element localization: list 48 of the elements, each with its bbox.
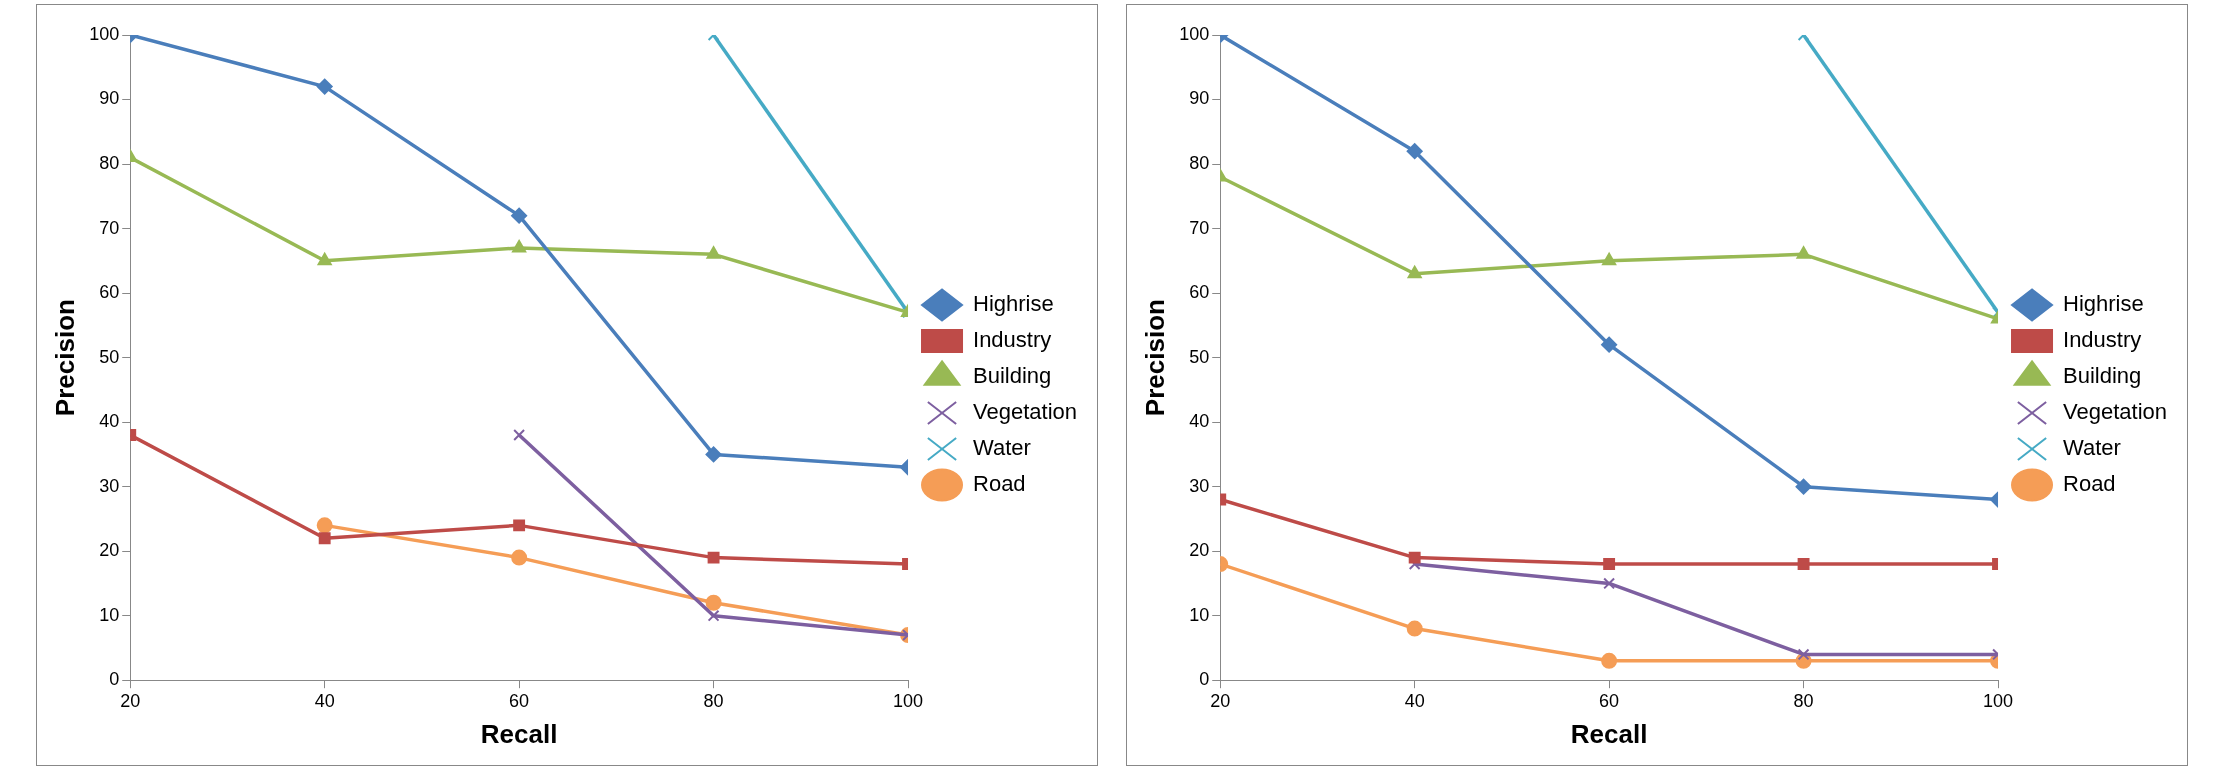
x-tick-label: 40 (314, 690, 335, 711)
y-tick-label: 20 (99, 540, 120, 561)
legend-label: Vegetation (2063, 399, 2167, 425)
legend-label: Highrise (973, 291, 1054, 317)
x-tick-label: 20 (1210, 690, 1231, 711)
legend-label: Water (2063, 435, 2121, 461)
legend-label: Industry (973, 327, 1052, 353)
y-tick-label: 60 (1189, 282, 1210, 303)
y-axis-title: Precision (1139, 299, 1170, 417)
legend-label: Road (973, 471, 1026, 497)
y-tick-label: 100 (1179, 23, 1210, 44)
y-tick-label: 10 (99, 604, 120, 625)
y-tick-label: 70 (99, 217, 120, 238)
legend-label: Building (2063, 363, 2142, 389)
y-tick-label: 90 (99, 88, 120, 109)
x-tick-label: 80 (1793, 690, 1814, 711)
x-tick-label: 100 (892, 690, 924, 711)
y-tick-label: 40 (99, 411, 120, 432)
y-tick-label: 30 (99, 475, 120, 496)
y-axis-title: Precision (49, 299, 80, 417)
x-tick-label: 60 (1599, 690, 1620, 711)
y-tick-label: 40 (1189, 411, 1210, 432)
x-axis-title: Recall (1570, 718, 1648, 749)
legend-label: Vegetation (973, 399, 1077, 425)
y-tick-label: 80 (1189, 153, 1210, 174)
y-tick-label: 50 (1189, 346, 1210, 367)
x-tick-label: 80 (703, 690, 724, 711)
legend-label: Water (973, 435, 1031, 461)
y-tick-label: 90 (1189, 88, 1210, 109)
y-tick-label: 30 (1189, 475, 1210, 496)
legend-label: Highrise (2063, 291, 2144, 317)
y-tick-label: 80 (99, 153, 120, 174)
y-tick-label: 0 (1199, 669, 1210, 690)
legend-label: Road (2063, 471, 2116, 497)
legend-label: Building (973, 363, 1052, 389)
legend-label: Industry (2063, 327, 2142, 353)
x-tick-label: 20 (120, 690, 141, 711)
y-tick-label: 0 (109, 669, 120, 690)
y-tick-label: 70 (1189, 217, 1210, 238)
y-tick-label: 60 (99, 282, 120, 303)
x-tick-label: 100 (1982, 690, 2014, 711)
x-axis-title: Recall (480, 718, 558, 749)
y-tick-label: 10 (1189, 604, 1210, 625)
x-tick-label: 40 (1404, 690, 1425, 711)
x-tick-label: 60 (509, 690, 530, 711)
y-tick-label: 20 (1189, 540, 1210, 561)
y-tick-label: 50 (99, 346, 120, 367)
y-tick-label: 100 (89, 23, 120, 44)
